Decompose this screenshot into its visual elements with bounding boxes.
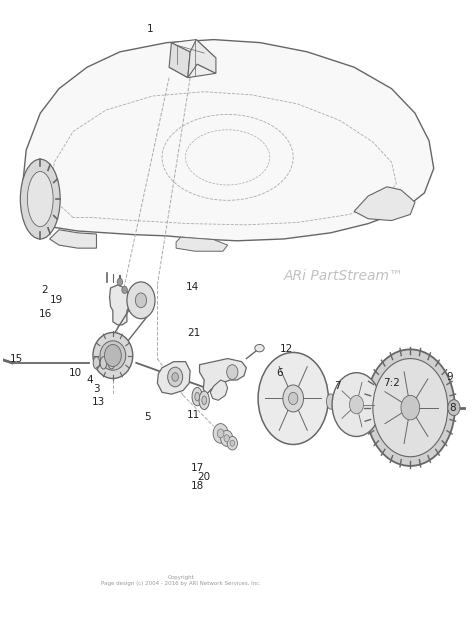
Text: 18: 18 [191, 481, 204, 491]
Polygon shape [169, 64, 216, 77]
Text: 11: 11 [187, 410, 201, 420]
Polygon shape [50, 230, 97, 248]
Circle shape [448, 400, 460, 415]
Text: 15: 15 [10, 353, 23, 363]
Polygon shape [188, 40, 216, 77]
Text: 7: 7 [334, 381, 341, 391]
Text: Copyright
Page design (c) 2004 - 2016 by ARI Network Services, Inc.: Copyright Page design (c) 2004 - 2016 by… [101, 575, 261, 586]
Circle shape [172, 373, 178, 381]
Text: 2: 2 [42, 285, 48, 295]
Polygon shape [176, 237, 228, 251]
Ellipse shape [27, 171, 53, 227]
Text: ARi PartStream™: ARi PartStream™ [284, 269, 404, 283]
Text: 20: 20 [198, 472, 211, 482]
Circle shape [224, 435, 229, 442]
Ellipse shape [93, 332, 133, 378]
Text: 21: 21 [187, 328, 201, 338]
Text: 7:2: 7:2 [383, 378, 400, 388]
Text: 14: 14 [186, 282, 199, 292]
Circle shape [217, 429, 224, 438]
Text: 5: 5 [145, 412, 151, 422]
Circle shape [230, 440, 235, 446]
Text: 8: 8 [449, 402, 456, 413]
Text: 6: 6 [276, 368, 283, 378]
Text: 17: 17 [191, 463, 204, 473]
Polygon shape [210, 380, 228, 400]
Ellipse shape [100, 341, 126, 370]
Text: 4: 4 [86, 375, 93, 385]
Circle shape [401, 396, 419, 420]
Circle shape [258, 352, 328, 444]
Circle shape [117, 278, 123, 285]
Ellipse shape [327, 394, 335, 409]
Ellipse shape [192, 387, 202, 406]
Circle shape [104, 344, 121, 366]
Ellipse shape [255, 344, 264, 352]
Circle shape [227, 365, 238, 379]
Circle shape [373, 358, 448, 457]
Ellipse shape [93, 357, 100, 369]
Polygon shape [157, 361, 190, 394]
Ellipse shape [100, 357, 107, 369]
Circle shape [168, 367, 182, 387]
Ellipse shape [334, 396, 342, 411]
Ellipse shape [199, 391, 210, 410]
Text: 10: 10 [69, 368, 82, 378]
Text: 13: 13 [92, 397, 105, 407]
Circle shape [127, 282, 155, 319]
Text: 1: 1 [147, 24, 154, 33]
Polygon shape [172, 40, 216, 58]
Text: 19: 19 [50, 295, 63, 305]
Text: 16: 16 [38, 310, 52, 319]
Ellipse shape [202, 396, 207, 405]
Text: 9: 9 [447, 372, 454, 382]
Circle shape [136, 293, 146, 308]
Polygon shape [109, 285, 129, 325]
Circle shape [289, 392, 298, 405]
Circle shape [227, 436, 237, 450]
Text: 3: 3 [93, 384, 100, 394]
Ellipse shape [195, 392, 200, 401]
Circle shape [213, 423, 228, 443]
Circle shape [283, 385, 303, 412]
Ellipse shape [108, 357, 115, 369]
Circle shape [220, 430, 233, 446]
Polygon shape [200, 358, 246, 394]
Circle shape [366, 349, 455, 466]
Ellipse shape [20, 159, 60, 239]
Polygon shape [21, 40, 434, 241]
Polygon shape [354, 187, 415, 220]
Circle shape [349, 396, 364, 413]
Circle shape [122, 286, 128, 293]
Text: 12: 12 [280, 344, 293, 354]
Circle shape [332, 373, 381, 436]
Polygon shape [169, 43, 190, 77]
